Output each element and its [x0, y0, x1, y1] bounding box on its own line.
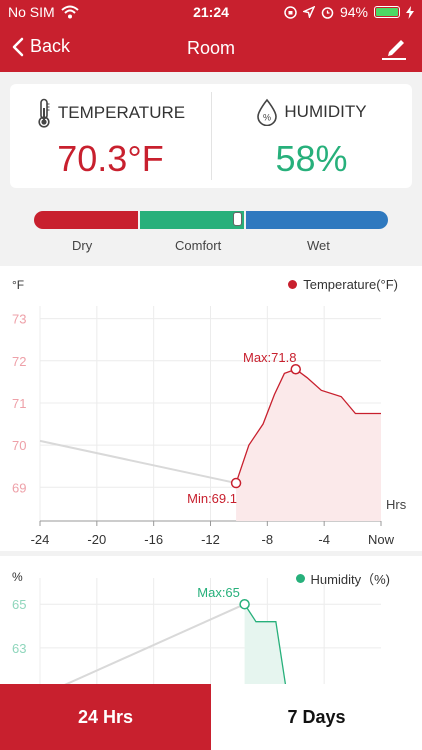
extreme-label: Max:71.8	[243, 350, 296, 365]
history-line	[39, 439, 237, 485]
extreme-label: Min:69.1	[187, 491, 237, 506]
page-title: Room	[186, 38, 235, 58]
header: No SIM 21:24 94%	[0, 0, 422, 72]
temperature-plot: 73 72 71 70 69 -24 -20 -16 -12 -8 -4 Now Hrs Max:71.8…	[12, 306, 407, 547]
back-label: Back	[30, 36, 71, 56]
status-bar: No SIM 21:24 94%	[0, 0, 422, 24]
x-tick-label: -20	[87, 532, 106, 547]
y-tick-label: 72	[12, 354, 26, 369]
orientation-lock-icon	[284, 5, 297, 19]
humidity-chart: % Humidity（%) 65 63 Max:65	[0, 556, 422, 684]
wet-segment	[246, 211, 388, 229]
dry-segment	[34, 211, 138, 229]
legend-dot	[295, 574, 305, 583]
nav-bar: Back Room	[0, 30, 422, 66]
series-line	[244, 603, 287, 684]
legend-dot	[288, 280, 298, 289]
y-tick-label: 69	[12, 480, 26, 495]
svg-text:%: %	[263, 113, 271, 123]
y-tick-label: 73	[12, 312, 26, 327]
x-axis-label: Hrs	[386, 497, 407, 512]
tab-24-hrs[interactable]: 24 Hrs	[0, 684, 211, 750]
humidity-drop-icon: %	[257, 98, 278, 126]
carrier-label: No SIM	[8, 4, 55, 20]
x-tick-label: -16	[144, 532, 163, 547]
y-tick-label: 63	[12, 641, 26, 656]
tab-7-days[interactable]: 7 Days	[211, 684, 422, 750]
x-tick-label: -8	[262, 532, 274, 547]
x-tick-label: Now	[368, 532, 395, 547]
y-tick-label: 70	[12, 438, 26, 453]
series-area	[236, 369, 381, 521]
temperature-chart: °F Temperature(°F) 73 72 71 70 69 -24 -20 -16 -1…	[0, 266, 422, 551]
y-tick-label: 65	[12, 597, 26, 612]
range-tabs: 24 Hrs 7 Days	[0, 684, 422, 750]
comfort-segment	[140, 211, 244, 229]
legend-label: Temperature(°F)	[303, 277, 398, 292]
charging-icon	[406, 5, 414, 19]
humidity-value: 58%	[275, 138, 348, 179]
comfort-indicator	[233, 212, 242, 226]
humidity-legend: Humidity（%)	[295, 569, 390, 588]
extreme-label: Max:65	[197, 585, 240, 600]
x-tick-label: -4	[318, 532, 330, 547]
reading-card: TEMPERATURE 70.3°F % HUMIDITY 58%	[10, 84, 412, 188]
chevron-left-icon	[12, 37, 24, 56]
extreme-marker	[239, 598, 250, 610]
humidity-unit: %	[12, 570, 23, 584]
temperature-value: 70.3°F	[57, 138, 164, 179]
x-tick-label: -12	[201, 532, 220, 547]
divider	[211, 92, 212, 180]
legend-label: Humidity（%)	[310, 572, 390, 587]
series-area	[244, 604, 286, 684]
comfort-scale	[34, 211, 388, 229]
dry-label: Dry	[72, 238, 93, 253]
thermometer-icon	[38, 98, 50, 128]
back-button[interactable]: Back	[12, 36, 70, 57]
temperature-label: TEMPERATURE	[57, 103, 186, 122]
humidity-label: HUMIDITY	[284, 102, 367, 121]
comfort-label: Comfort	[175, 238, 222, 253]
battery-icon	[374, 6, 400, 18]
wet-label: Wet	[307, 238, 330, 253]
y-tick-label: 71	[12, 396, 26, 411]
extreme-marker	[230, 477, 242, 489]
alarm-icon	[321, 6, 334, 19]
x-tick-label: -24	[31, 532, 50, 547]
location-icon	[302, 6, 315, 18]
battery-percent: 94%	[339, 4, 368, 20]
temperature-panel: TEMPERATURE 70.3°F	[10, 84, 211, 188]
temperature-legend: Temperature(°F)	[288, 277, 398, 292]
status-time: 21:24	[193, 4, 229, 20]
temperature-unit: °F	[12, 278, 25, 292]
humidity-panel: % HUMIDITY 58%	[211, 84, 412, 188]
humidity-plot: 65 63 Max:65	[12, 578, 381, 684]
history-line	[64, 603, 246, 684]
edit-icon[interactable]	[380, 34, 408, 62]
wifi-icon	[61, 5, 79, 19]
extreme-marker	[290, 363, 301, 375]
